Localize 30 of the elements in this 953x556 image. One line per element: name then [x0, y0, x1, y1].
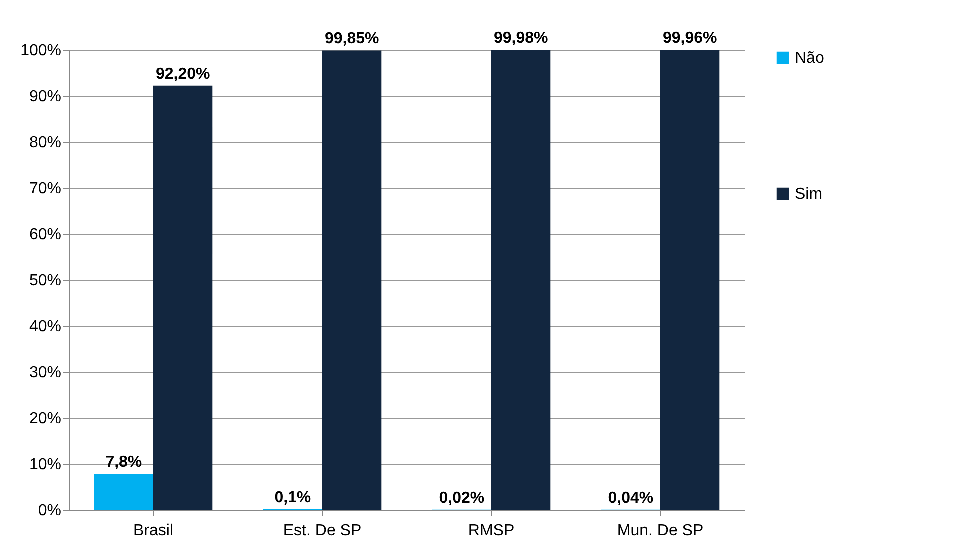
- y-tick-label: 20%: [29, 410, 62, 428]
- bar: [322, 50, 382, 510]
- data-label: 0,02%: [439, 490, 485, 507]
- data-label: 0,1%: [274, 490, 312, 507]
- y-tick-label: 40%: [29, 318, 62, 336]
- data-label: 99,96%: [662, 30, 718, 48]
- x-tick-label: Est. De SP: [283, 522, 362, 540]
- data-label: 99,98%: [494, 30, 548, 48]
- y-tick-label: 70%: [29, 180, 62, 198]
- bar: [660, 50, 720, 510]
- bar: [94, 474, 154, 510]
- y-tick-label: 50%: [29, 272, 62, 290]
- data-label: 99,85%: [324, 30, 380, 48]
- y-tick-label: 0%: [38, 502, 62, 520]
- y-tick-label: 30%: [29, 364, 62, 382]
- legend-label: Não: [795, 50, 824, 67]
- x-tick-label: RMSP: [468, 522, 515, 540]
- data-label: 92,20%: [156, 66, 210, 83]
- y-tick-label: 10%: [29, 456, 62, 474]
- y-tick-label: 90%: [29, 88, 62, 106]
- legend-label: Sim: [795, 186, 823, 203]
- y-tick-label: 80%: [29, 134, 62, 152]
- data-label: 7,8%: [106, 454, 142, 472]
- bar: [154, 86, 213, 510]
- data-label: 0,04%: [608, 490, 654, 507]
- x-tick-label: Brasil: [133, 522, 174, 540]
- bar: [492, 50, 551, 510]
- y-tick-label: 60%: [29, 226, 62, 244]
- x-tick-label: Mun. De SP: [617, 522, 704, 540]
- y-tick-label: 100%: [20, 42, 62, 60]
